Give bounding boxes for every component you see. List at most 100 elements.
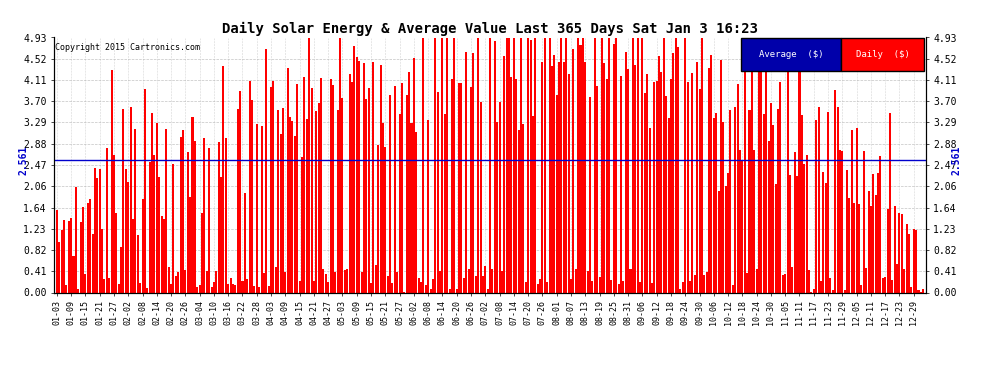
Bar (248, 81, 250, 292)
Bar (191, 117, 193, 292)
Bar (430, 289, 432, 292)
Bar (465, 53, 467, 292)
Bar (99, 169, 101, 292)
Bar (867, 191, 869, 292)
Bar (515, 79, 517, 292)
Bar (379, 65, 381, 292)
Bar (472, 53, 474, 292)
Bar (579, 45, 581, 292)
Bar (789, 175, 791, 292)
Bar (113, 155, 115, 292)
Bar (727, 173, 729, 292)
Bar (723, 122, 725, 292)
Bar (639, 282, 641, 292)
Bar (79, 222, 81, 292)
Bar (58, 242, 60, 292)
Bar (806, 155, 808, 292)
Bar (247, 279, 248, 292)
Bar (770, 103, 772, 292)
Bar (194, 141, 196, 292)
Bar (915, 230, 917, 292)
Bar (346, 269, 348, 292)
Bar (151, 113, 153, 292)
Bar (539, 279, 542, 292)
Bar (677, 47, 679, 292)
Bar (775, 184, 777, 292)
Bar (87, 203, 89, 292)
Text: Copyright 2015 Cartronics.com: Copyright 2015 Cartronics.com (55, 43, 200, 52)
Bar (453, 38, 455, 292)
Bar (223, 66, 225, 292)
Bar (687, 82, 689, 292)
Bar (111, 70, 113, 292)
Bar (160, 216, 162, 292)
Bar (565, 38, 567, 292)
Bar (244, 193, 246, 292)
Bar (553, 56, 555, 292)
Bar (675, 38, 677, 292)
Bar (635, 65, 637, 292)
Bar (55, 210, 57, 292)
Bar (808, 270, 810, 292)
Bar (103, 279, 106, 292)
Bar (115, 213, 118, 292)
Bar (862, 152, 865, 292)
Bar (327, 282, 330, 292)
Bar (872, 174, 874, 292)
Bar (599, 277, 601, 292)
Bar (137, 235, 139, 292)
Bar (213, 282, 215, 292)
Bar (344, 270, 346, 292)
Bar (570, 279, 572, 292)
Bar (839, 150, 841, 292)
Bar (296, 84, 298, 292)
Bar (753, 150, 755, 292)
Bar (201, 213, 203, 292)
Bar (299, 281, 301, 292)
Bar (448, 289, 450, 292)
Bar (287, 68, 289, 292)
Bar (401, 83, 403, 292)
Bar (611, 280, 613, 292)
Bar (165, 129, 167, 292)
Bar (70, 218, 72, 292)
Bar (618, 284, 620, 292)
Bar (518, 130, 520, 292)
Bar (787, 66, 789, 292)
Bar (701, 38, 703, 292)
Bar (408, 72, 410, 292)
Bar (125, 169, 127, 292)
Bar (215, 271, 218, 292)
Bar (311, 87, 313, 292)
Bar (218, 142, 220, 292)
Bar (303, 77, 305, 292)
Bar (272, 81, 274, 292)
Bar (437, 92, 439, 292)
Bar (130, 107, 132, 292)
Bar (455, 288, 457, 292)
Bar (375, 265, 377, 292)
Bar (503, 56, 505, 292)
Bar (830, 278, 832, 292)
Bar (603, 63, 605, 292)
Bar (144, 89, 146, 292)
Bar (242, 281, 244, 292)
Bar (267, 286, 269, 292)
Bar (655, 81, 657, 292)
Bar (532, 116, 534, 292)
Bar (658, 56, 660, 292)
Text: Average  ($): Average ($) (758, 50, 824, 58)
Bar (65, 285, 67, 292)
Bar (365, 99, 367, 292)
Bar (784, 274, 786, 292)
Bar (147, 288, 148, 292)
Bar (870, 206, 872, 292)
Bar (637, 38, 639, 292)
Bar (527, 38, 529, 292)
Bar (662, 38, 665, 292)
Bar (96, 178, 98, 292)
Bar (703, 274, 705, 292)
Bar (550, 66, 553, 292)
Bar (427, 120, 430, 292)
Bar (918, 290, 920, 292)
